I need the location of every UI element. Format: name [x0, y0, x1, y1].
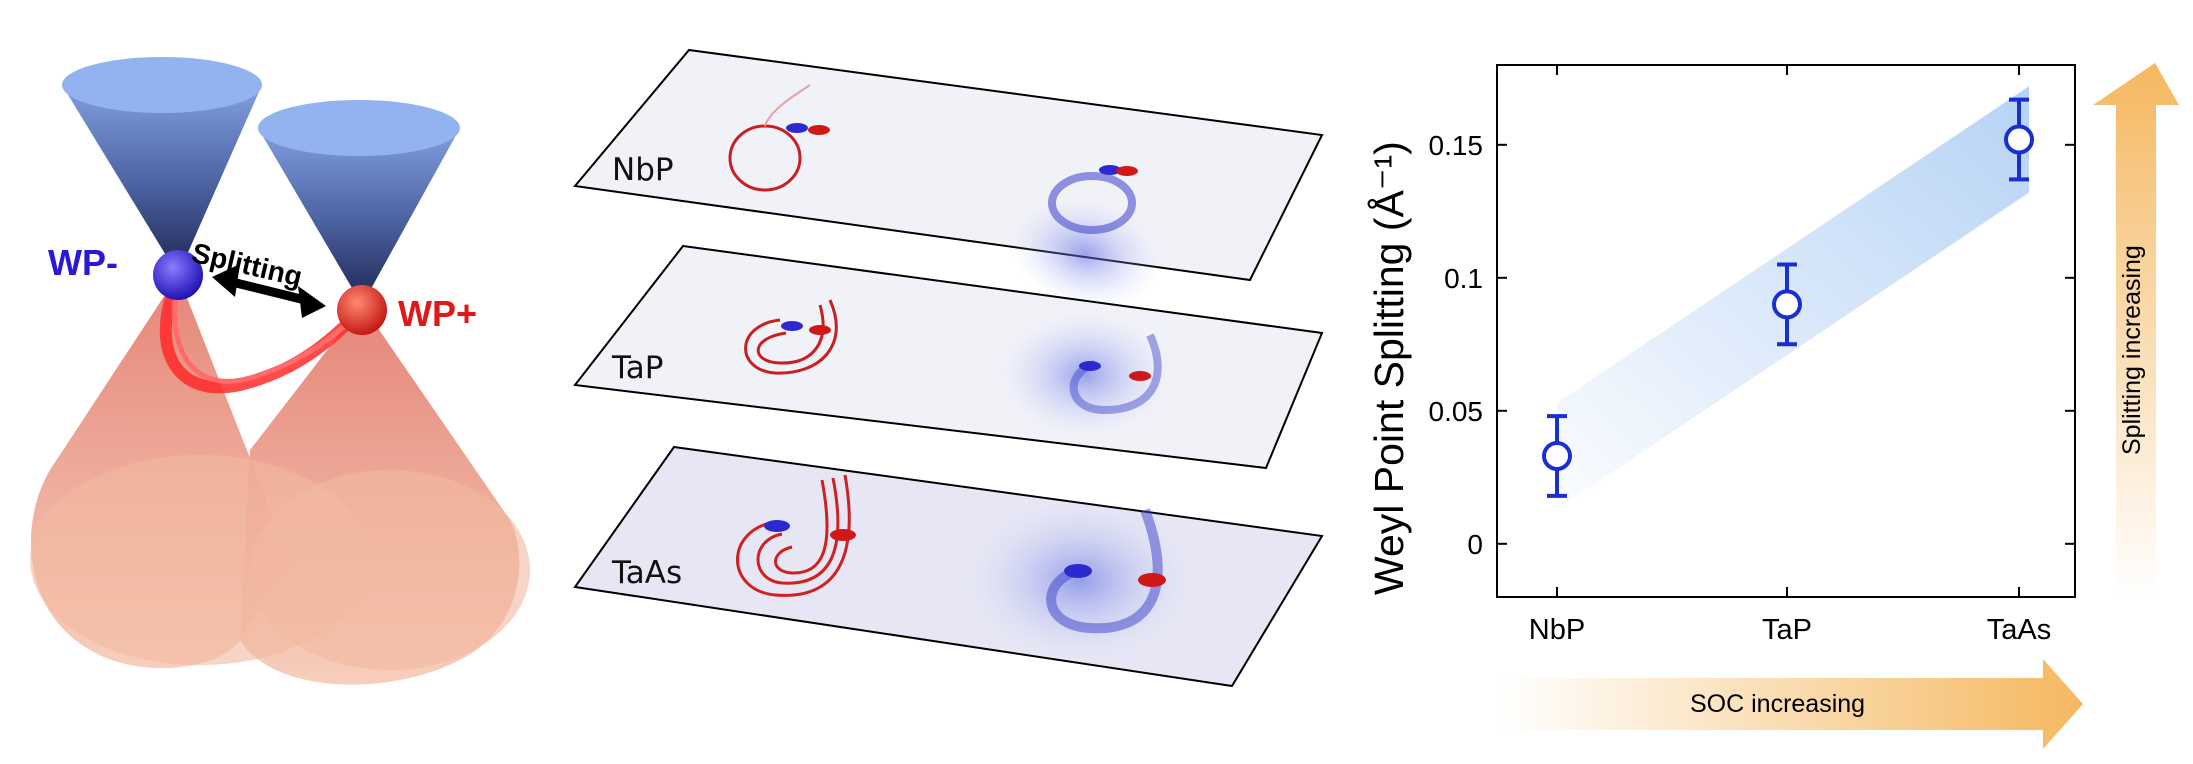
- data-point: [2004, 124, 2034, 155]
- weyl-cone-schematic: [30, 57, 530, 685]
- y-tick-label: 0.1: [1444, 263, 1483, 294]
- slab-label-nbp: NbP: [612, 152, 674, 188]
- weyl-point-minus: [153, 250, 203, 300]
- slab-label-taas: TaAs: [612, 555, 683, 591]
- slab-nbp: [573, 48, 1324, 320]
- slab-taas: [573, 445, 1324, 688]
- plot-frame: [1496, 64, 2076, 598]
- wp-plus-label: WP+: [398, 293, 478, 334]
- lower-cone-base: [250, 470, 530, 670]
- fermi-arc: [172, 279, 364, 384]
- y-tick-label: 0.15: [1429, 130, 1484, 161]
- trend-band: [1557, 86, 2029, 510]
- y-tick-label: 0: [1467, 529, 1483, 560]
- upper-cone-right-top: [258, 100, 460, 156]
- x-tick-label: NbP: [1529, 614, 1585, 646]
- splitting-arrowhead-right: [298, 286, 326, 318]
- y-axis-label: Weyl Point Splitting (Å⁻¹): [1366, 141, 1412, 595]
- y-tick-label: 0.05: [1429, 396, 1484, 427]
- wp-minus-label: WP-: [48, 242, 118, 283]
- data-point: [1772, 289, 1802, 320]
- splitting-arrow: [230, 277, 307, 305]
- slab-tap: [573, 244, 1324, 470]
- splitting-arrowhead-left: [212, 264, 240, 297]
- upper-cone-left-top: [62, 57, 262, 113]
- x-tick-label: TaP: [1762, 614, 1812, 646]
- x-tick-label: TaAs: [1987, 614, 2051, 646]
- y-arrow-label: Splitting increasing: [2118, 245, 2146, 455]
- data-point: [1542, 441, 1572, 472]
- x-arrow-label: SOC increasing: [1690, 690, 1866, 718]
- upper-cone-left: [62, 60, 262, 275]
- upper-cone-right: [258, 104, 460, 305]
- slab-label-tap: TaP: [612, 350, 664, 386]
- weyl-point-plus: [337, 285, 387, 335]
- arpes-slabs: [573, 48, 1324, 688]
